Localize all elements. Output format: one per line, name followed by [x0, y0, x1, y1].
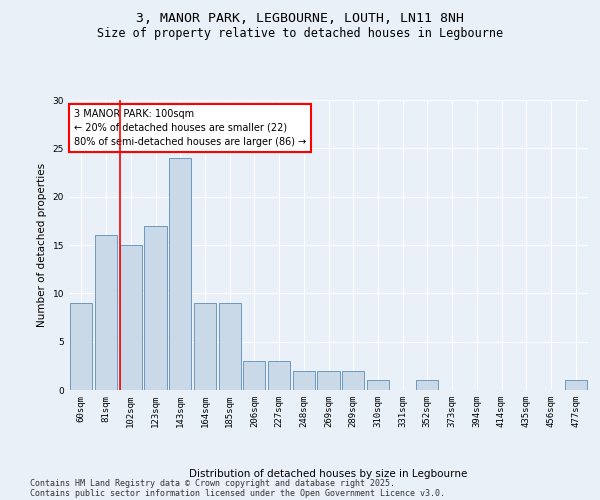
- Text: 3, MANOR PARK, LEGBOURNE, LOUTH, LN11 8NH: 3, MANOR PARK, LEGBOURNE, LOUTH, LN11 8N…: [136, 12, 464, 26]
- Bar: [95, 236, 117, 390]
- Bar: [243, 361, 265, 390]
- Text: 3 MANOR PARK: 100sqm
← 20% of detached houses are smaller (22)
80% of semi-detac: 3 MANOR PARK: 100sqm ← 20% of detached h…: [74, 108, 307, 146]
- Y-axis label: Number of detached properties: Number of detached properties: [37, 163, 47, 327]
- Bar: [342, 370, 364, 390]
- X-axis label: Distribution of detached houses by size in Legbourne: Distribution of detached houses by size …: [190, 469, 467, 479]
- Bar: [268, 361, 290, 390]
- Bar: [416, 380, 439, 390]
- Bar: [565, 380, 587, 390]
- Bar: [169, 158, 191, 390]
- Text: Contains HM Land Registry data © Crown copyright and database right 2025.: Contains HM Land Registry data © Crown c…: [30, 478, 395, 488]
- Text: Contains public sector information licensed under the Open Government Licence v3: Contains public sector information licen…: [30, 488, 445, 498]
- Text: Size of property relative to detached houses in Legbourne: Size of property relative to detached ho…: [97, 28, 503, 40]
- Bar: [119, 245, 142, 390]
- Bar: [194, 303, 216, 390]
- Bar: [317, 370, 340, 390]
- Bar: [293, 370, 315, 390]
- Bar: [145, 226, 167, 390]
- Bar: [218, 303, 241, 390]
- Bar: [70, 303, 92, 390]
- Bar: [367, 380, 389, 390]
